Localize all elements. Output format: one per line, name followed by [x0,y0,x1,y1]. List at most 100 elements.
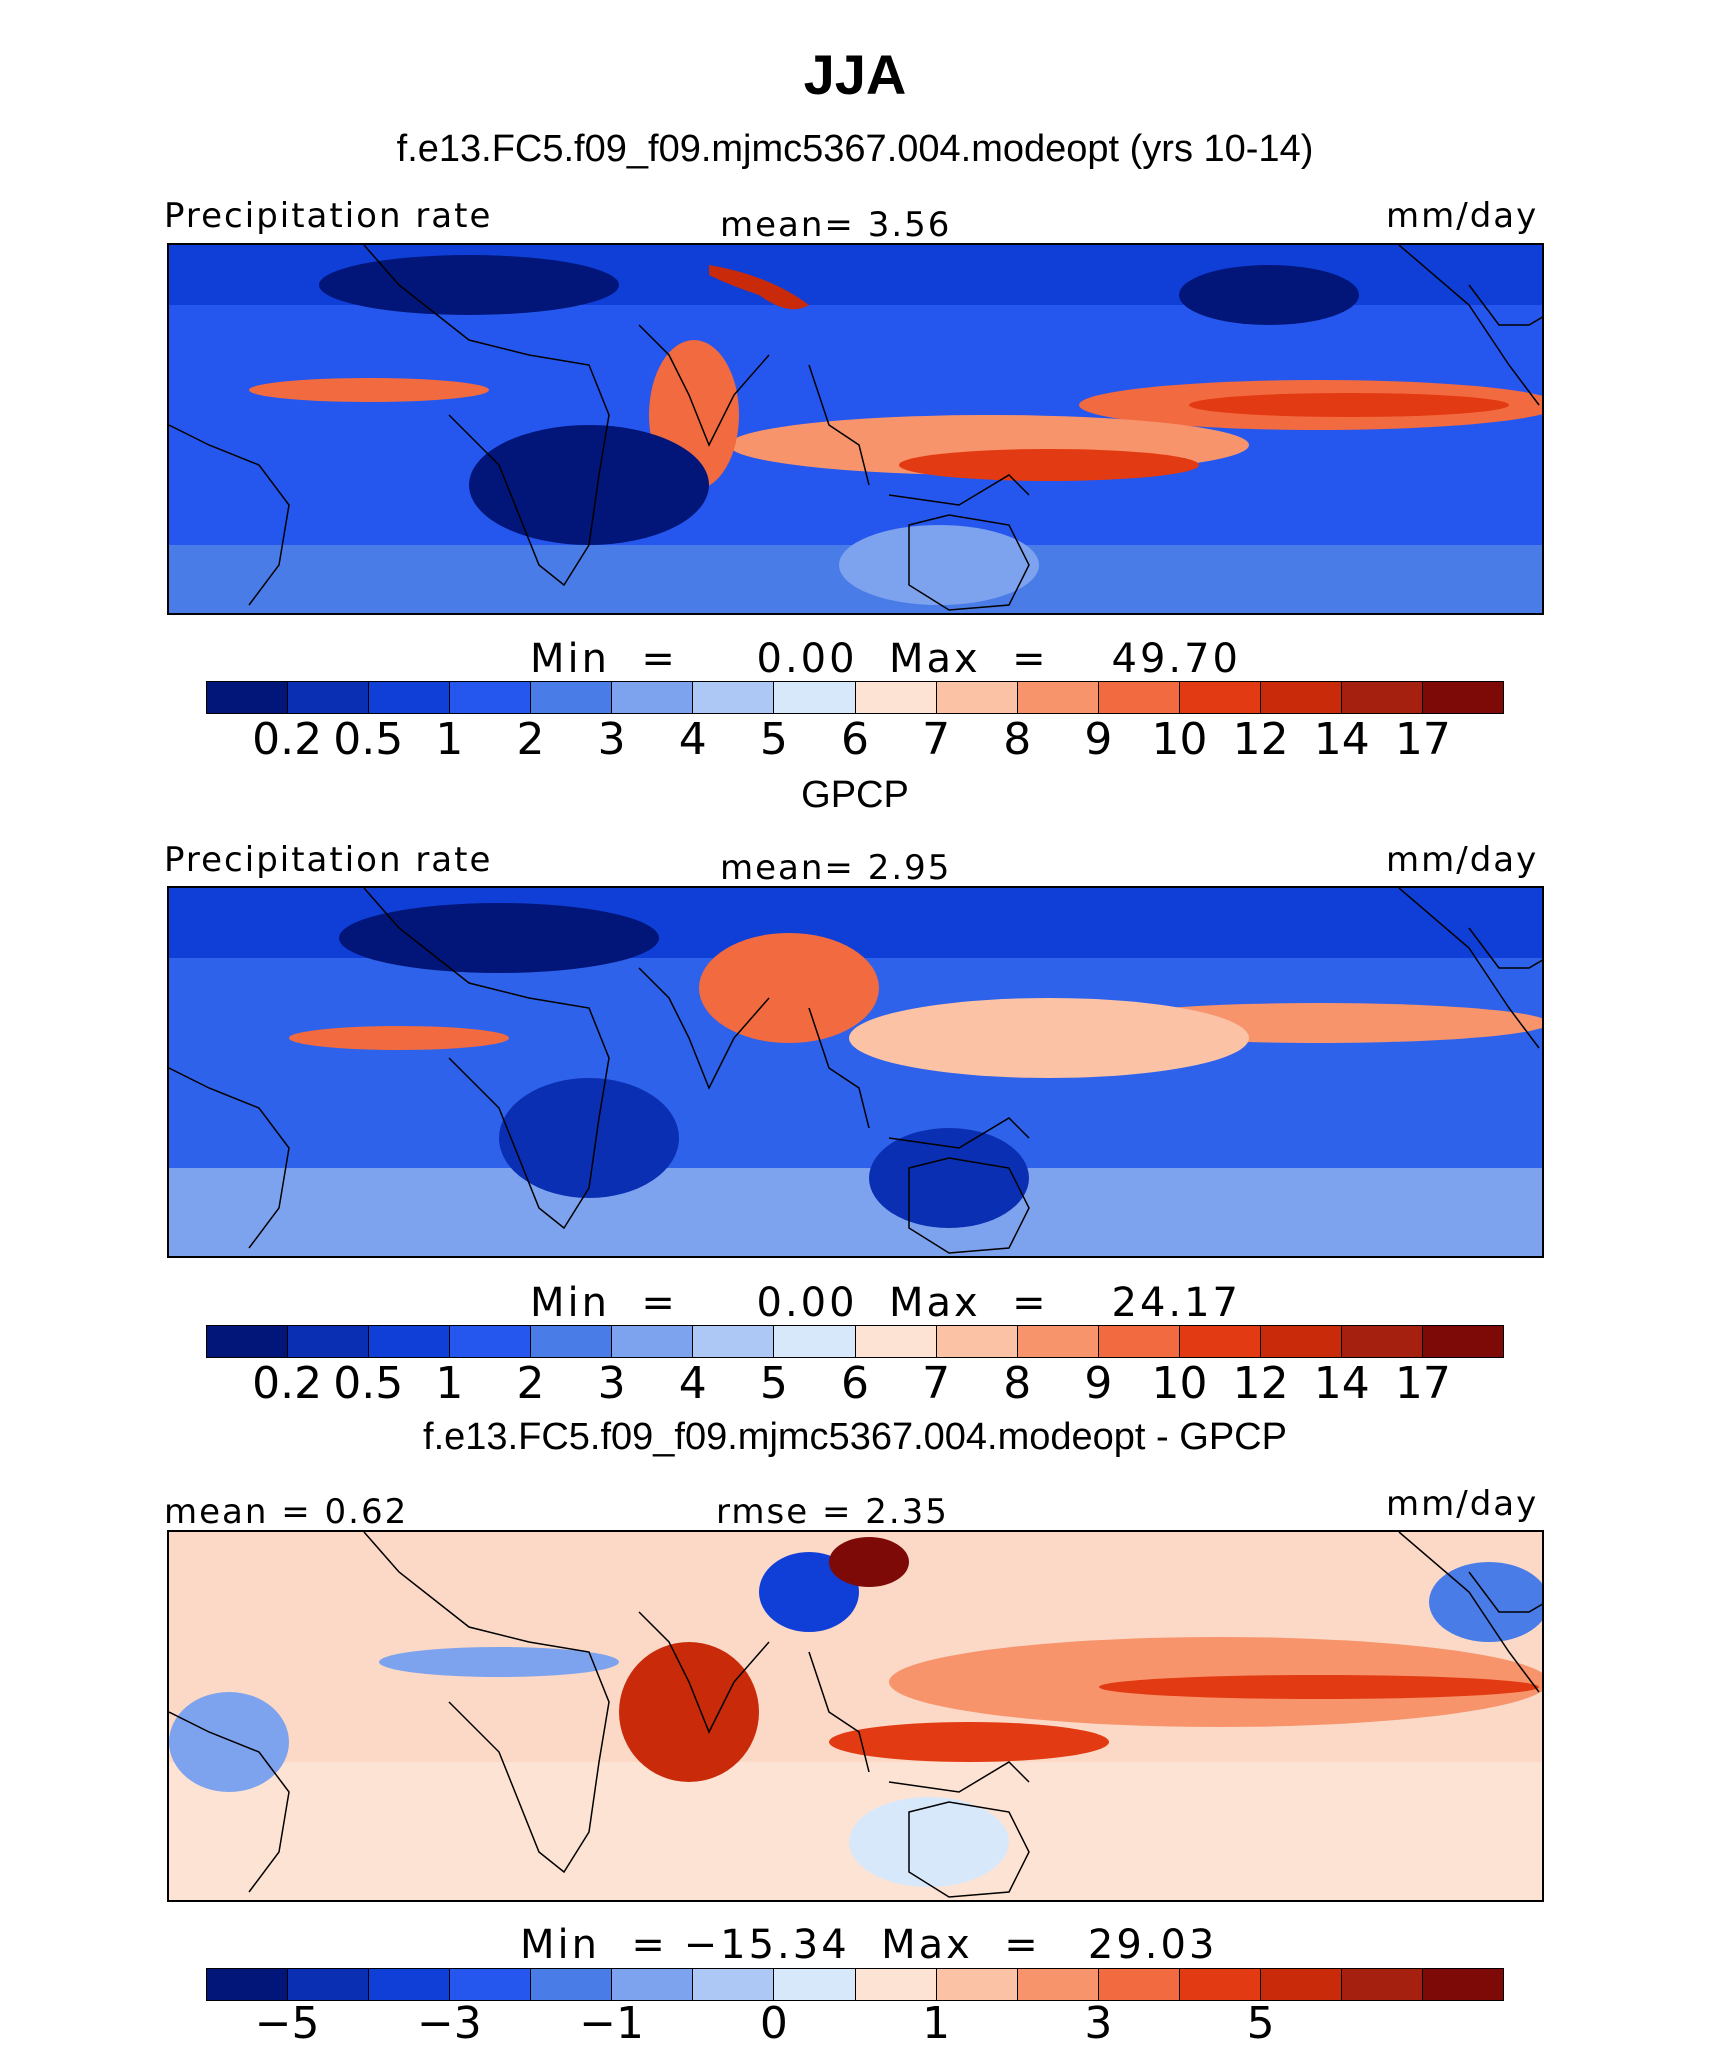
maritime-wet-bias [829,1722,1109,1762]
colorbar-tick-label: 12 [1232,714,1289,765]
australia-dry [869,1128,1029,1228]
colorbar-tick-label: 0.5 [333,1358,404,1409]
colorbar-swatch [1179,1969,1261,2000]
colorbar-tick-label: −5 [254,1998,320,2049]
colorbar-swatch [612,1326,694,1357]
colorbar-tick-label: 6 [841,1358,869,1409]
colorbar-tick-label: −3 [416,1998,482,2049]
colorbar-swatch [774,682,856,713]
panel-1-colorbar-ticks: 0.2 0.5 1 2 3 4 5 6 7 8 9 10 12 14 17 [206,714,1504,765]
colorbar-tick-label: 1 [435,1358,464,1409]
coastlines [169,888,1542,1254]
colorbar-swatch [1260,682,1342,713]
colorbar-tick-label: 9 [1084,714,1113,765]
colorbar-tick-label: 0.2 [252,1358,323,1409]
colorbar-swatch [855,682,937,713]
panel-3-colorbar-ticks: −5 −3 −1 0 1 3 5 [206,1998,1504,2049]
colorbar-tick-label: 1 [435,714,464,765]
colorbar-swatch [1017,682,1099,713]
colorbar-swatch [693,1326,775,1357]
colorbar-swatch [1422,1326,1503,1357]
coastlines [169,245,1542,611]
sahara-dry [339,903,659,973]
panel-2-mean-label: mean= 2.95 [720,848,952,888]
colorbar-swatch [1017,1326,1099,1357]
panel-1-map-plot [169,245,1542,613]
colorbar-tick-label: 5 [759,714,788,765]
colorbar-swatch [1017,1969,1099,2000]
colorbar-swatch [693,682,775,713]
panel-2-colorbar [206,1325,1504,1358]
africa-itcz [289,1026,509,1050]
australia-field [849,1797,1009,1887]
sahara-dry [319,255,619,315]
colorbar-tick-label: 5 [759,1358,788,1409]
colorbar-tick-label: 6 [841,714,869,765]
colorbar-tick-label: 8 [1003,1358,1032,1409]
colorbar-swatch [774,1969,856,2000]
panel-3-minmax: Min = −15.34 Max = 29.03 [520,1922,1218,1968]
colorbar-tick-label: 7 [922,714,951,765]
australia-field [839,525,1039,605]
colorbar-tick-label: 5 [1246,1998,1275,2049]
colorbar-swatch [1422,682,1503,713]
panel-1-variable-label: Precipitation rate [164,196,493,236]
colorbar-tick-label: 17 [1394,714,1451,765]
warm-pool-rain [849,998,1249,1078]
maritime-continent-rain [899,449,1199,481]
colorbar-swatch [1341,1969,1423,2000]
colorbar-swatch [369,1969,451,2000]
colorbar-swatch [207,682,289,713]
south-america-dry-bias [169,1692,289,1792]
colorbar-swatch [936,1326,1018,1357]
colorbar-tick-label: 1 [922,1998,951,2049]
panel-3-map [167,1530,1544,1902]
colorbar-swatch [855,1326,937,1357]
panel-2-header: GPCP [801,774,909,816]
colorbar-swatch [531,682,613,713]
colorbar-swatch [612,682,694,713]
colorbar-swatch [612,1969,694,2000]
colorbar-swatch [1179,682,1261,713]
panel-3-map-plot [169,1532,1542,1900]
colorbar-tick-label: 3 [1084,1998,1113,2049]
colorbar-swatch [369,682,451,713]
panel-1-mean-label: mean= 3.56 [720,205,952,245]
panel-2-variable-label: Precipitation rate [164,840,493,880]
colorbar-swatch [1422,1969,1503,2000]
colorbar-tick-label: 12 [1232,1358,1289,1409]
colorbar-tick-label: 4 [678,714,707,765]
colorbar-swatch [936,1969,1018,2000]
colorbar-tick-label: −1 [579,1998,645,2049]
colorbar-swatch [1260,1969,1342,2000]
colorbar-swatch [1341,682,1423,713]
panel-1-colorbar [206,681,1504,714]
panel-3-rmse-label: rmse = 2.35 [716,1492,949,1532]
colorbar-swatch [288,1326,370,1357]
colorbar-tick-label: 17 [1394,1358,1451,1409]
africa-dry-bias [379,1647,619,1677]
south-band [169,1168,1542,1256]
colorbar-swatch [1098,1969,1180,2000]
itcz-core [1189,393,1509,417]
africa-dry-south [469,425,709,545]
panel-2-map [167,886,1544,1258]
panel-1-header: f.e13.FC5.f09_f09.mjmc5367.004.modeopt (… [396,128,1314,170]
himalaya-rain [709,265,809,310]
colorbar-tick-label: 8 [1003,714,1032,765]
caribbean-dry-bias [1429,1562,1542,1642]
colorbar-tick-label: 14 [1313,714,1370,765]
colorbar-swatch [774,1326,856,1357]
colorbar-swatch [1341,1326,1423,1357]
panel-1-minmax: Min = 0.00 Max = 49.70 [530,636,1241,682]
panel-3-units-label: mm/day [1386,1484,1539,1524]
coastlines [169,1532,1542,1898]
panel-3-mean-label: mean = 0.62 [164,1492,409,1532]
colorbar-tick-label: 10 [1151,714,1208,765]
colorbar-tick-label: 0 [759,1998,788,2049]
bay-of-bengal-rain [699,933,879,1043]
colorbar-tick-label: 0.2 [252,714,323,765]
colorbar-swatch [369,1326,451,1357]
figure-title: JJA [803,43,907,106]
colorbar-swatch [450,682,532,713]
